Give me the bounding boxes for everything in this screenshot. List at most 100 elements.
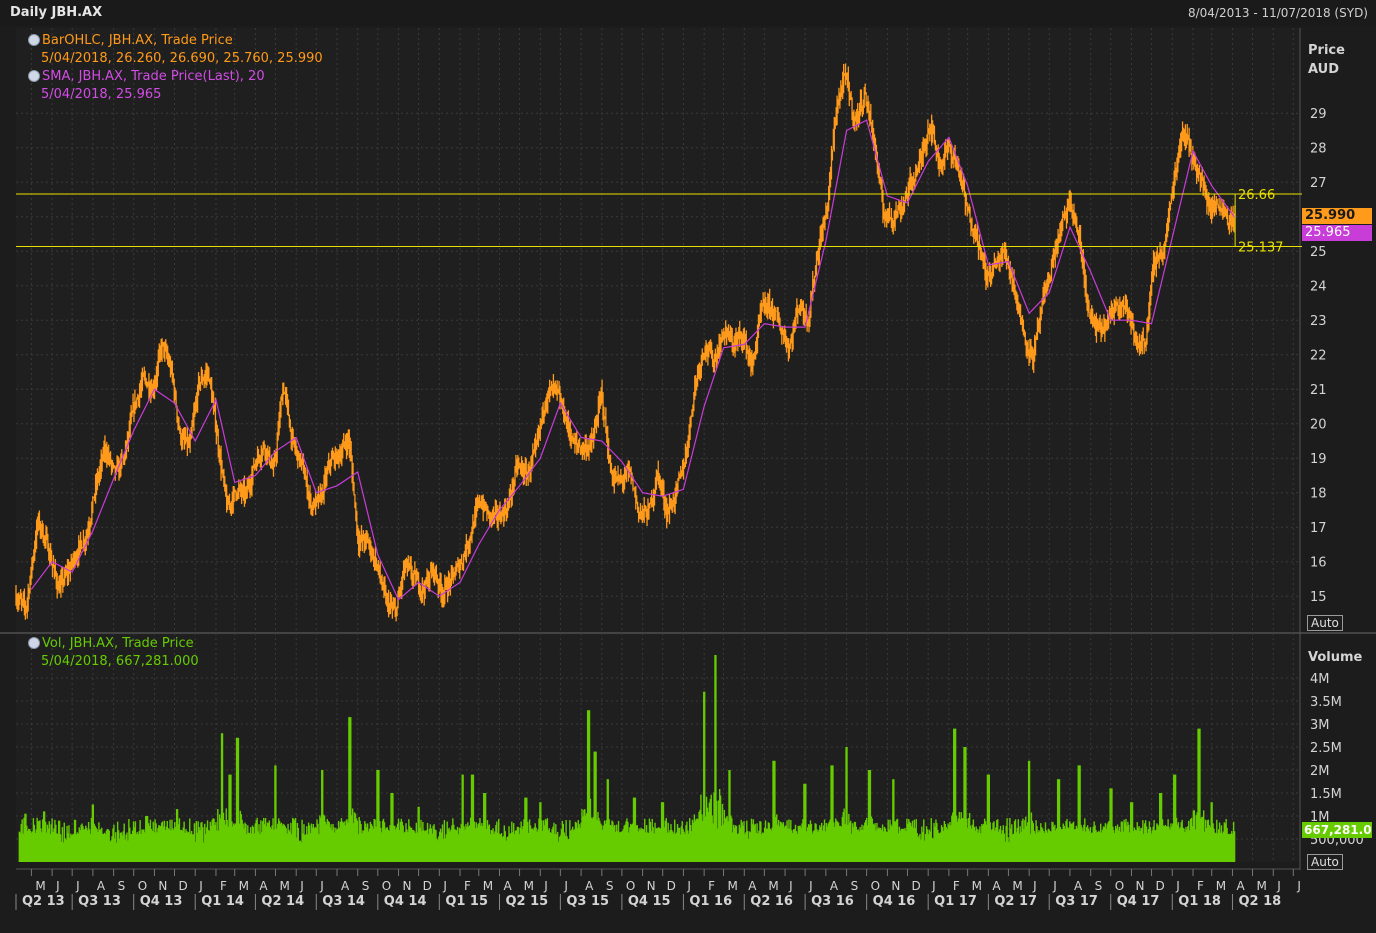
x-tick-label-month: S bbox=[118, 879, 126, 893]
x-tick-label-month: S bbox=[362, 879, 370, 893]
x-tick-label-quarter: Q2 18 bbox=[1238, 894, 1281, 909]
last-sma-tag: 25.965 bbox=[1302, 225, 1372, 242]
chart-title: Daily JBH.AX bbox=[10, 5, 103, 20]
x-tick-label-quarter: Q1 17 bbox=[934, 894, 977, 909]
date-range: 8/04/2013 - 11/07/2018 (SYD) bbox=[1187, 6, 1368, 20]
x-tick-label-month: J bbox=[299, 879, 304, 893]
x-tick-label-quarter: Q3 14 bbox=[322, 894, 365, 909]
x-tick-label-quarter: Q2 16 bbox=[750, 894, 793, 909]
x-tick-label-quarter: Q2 15 bbox=[506, 894, 549, 909]
x-tick-label-quarter: Q3 13 bbox=[78, 894, 121, 909]
x-tick-label-month: J bbox=[319, 879, 324, 893]
x-tick-label-month: M bbox=[524, 879, 534, 893]
x-tick-label-month: J bbox=[931, 879, 936, 893]
x-tick-label-quarter: Q2 14 bbox=[261, 894, 304, 909]
x-tick-label-month: A bbox=[97, 879, 106, 893]
x-tick-label-month: N bbox=[403, 879, 412, 893]
price-tick-label: 29 bbox=[1310, 107, 1327, 122]
x-tick-label-month: M bbox=[1257, 879, 1267, 893]
price-legend-bullet-icon[interactable] bbox=[28, 34, 40, 46]
sma-series-name: SMA, JBH.AX, Trade Price(Last), 20 bbox=[42, 69, 265, 84]
x-tick-label-quarter: Q4 17 bbox=[1117, 894, 1160, 909]
volume-legend-bullet-icon[interactable] bbox=[28, 637, 40, 649]
x-tick-label-month: F bbox=[708, 879, 715, 893]
volume-tick-label: 2M bbox=[1310, 764, 1330, 779]
x-tick-label-month: J bbox=[442, 879, 447, 893]
price-tick-label: 23 bbox=[1310, 314, 1327, 329]
x-tick-label-month: A bbox=[830, 879, 839, 893]
volume-series-values: 5/04/2018, 667,281.000 bbox=[41, 654, 199, 669]
volume-tick-label: 3.5M bbox=[1310, 695, 1342, 710]
x-tick-label-month: S bbox=[851, 879, 859, 893]
x-tick-label-month: J bbox=[75, 879, 80, 893]
x-tick-label-month: M bbox=[483, 879, 493, 893]
x-tick-label-quarter: Q4 14 bbox=[384, 894, 427, 909]
price-tick-label: 22 bbox=[1310, 349, 1327, 364]
price-axis-unit: AUD bbox=[1308, 62, 1340, 77]
x-tick-label-month: O bbox=[1115, 879, 1124, 893]
volume-axis-title: Volume bbox=[1308, 650, 1363, 665]
x-tick-label-month: J bbox=[1052, 879, 1057, 893]
price-tick-label: 16 bbox=[1310, 556, 1327, 571]
x-tick-label-month: N bbox=[647, 879, 656, 893]
x-tick-label-month: O bbox=[382, 879, 391, 893]
x-tick-label-quarter: Q3 16 bbox=[811, 894, 854, 909]
x-tick-label-month: J bbox=[808, 879, 813, 893]
price-tick-label: 17 bbox=[1310, 521, 1327, 536]
x-tick-label-month: A bbox=[585, 879, 594, 893]
sma-legend-bullet-icon[interactable] bbox=[28, 70, 40, 82]
x-tick-label-month: F bbox=[464, 879, 471, 893]
price-tick-label: 18 bbox=[1310, 487, 1327, 502]
price-legend: BarOHLC, JBH.AX, Trade Price 5/04/2018, … bbox=[28, 32, 323, 104]
x-tick-label-month: D bbox=[667, 879, 676, 893]
x-tick-label-month: J bbox=[1276, 879, 1281, 893]
price-tick-label: 15 bbox=[1310, 590, 1327, 605]
price-tick-label: 25 bbox=[1310, 245, 1327, 260]
price-tick-label: 27 bbox=[1310, 176, 1327, 191]
x-tick-label-month: A bbox=[992, 879, 1001, 893]
x-tick-label-month: A bbox=[748, 879, 757, 893]
price-series-name: BarOHLC, JBH.AX, Trade Price bbox=[42, 33, 233, 48]
x-tick-label-month: J bbox=[1296, 879, 1301, 893]
price-panel bbox=[16, 28, 1300, 632]
volume-tick-label: 1.5M bbox=[1310, 787, 1342, 802]
price-axis-title: Price bbox=[1308, 43, 1345, 58]
price-tick-label: 28 bbox=[1310, 142, 1327, 157]
price-tick-label: 24 bbox=[1310, 280, 1327, 295]
price-tick-label: 21 bbox=[1310, 383, 1327, 398]
last-price-tag: 25.990 bbox=[1302, 208, 1372, 225]
x-tick-label-month: F bbox=[953, 879, 960, 893]
x-tick-label-quarter: Q1 18 bbox=[1178, 894, 1221, 909]
sma-series-values: 5/04/2018, 25.965 bbox=[41, 87, 162, 102]
x-tick-label-quarter: Q1 15 bbox=[445, 894, 488, 909]
x-tick-label-month: A bbox=[504, 879, 513, 893]
x-tick-label-month: O bbox=[138, 879, 147, 893]
price-series-values: 5/04/2018, 26.260, 26.690, 25.760, 25.99… bbox=[41, 51, 323, 66]
x-tick-label-month: A bbox=[1236, 879, 1245, 893]
volume-tick-label: 3M bbox=[1310, 718, 1330, 733]
x-tick-label-month: N bbox=[1135, 879, 1144, 893]
x-tick-label-quarter: Q3 17 bbox=[1055, 894, 1098, 909]
x-tick-label-month: J bbox=[686, 879, 691, 893]
x-tick-label-month: M bbox=[768, 879, 778, 893]
x-tick-label-quarter: Q4 16 bbox=[873, 894, 916, 909]
last-volume-tag: 667,281.0 bbox=[1302, 822, 1372, 839]
x-tick-label-month: J bbox=[543, 879, 548, 893]
x-tick-label-month: A bbox=[341, 879, 350, 893]
x-tick-label-month: N bbox=[158, 879, 167, 893]
x-tick-label-month: M bbox=[1012, 879, 1022, 893]
price-auto-scale-button[interactable]: Auto bbox=[1307, 615, 1343, 631]
horizontal-level-label: 25.137 bbox=[1238, 241, 1284, 256]
x-tick-label-month: A bbox=[1074, 879, 1083, 893]
x-tick-label-month: S bbox=[1095, 879, 1103, 893]
x-tick-label-month: A bbox=[259, 879, 268, 893]
volume-auto-scale-button[interactable]: Auto bbox=[1307, 854, 1343, 870]
x-tick-label-month: D bbox=[1156, 879, 1165, 893]
price-tick-label: 19 bbox=[1310, 452, 1327, 467]
x-tick-label-month: D bbox=[178, 879, 187, 893]
x-tick-label-month: D bbox=[911, 879, 920, 893]
x-tick-label-quarter: Q1 14 bbox=[201, 894, 244, 909]
x-tick-label-month: J bbox=[563, 879, 568, 893]
volume-series-name: Vol, JBH.AX, Trade Price bbox=[42, 636, 194, 651]
volume-tick-label: 2.5M bbox=[1310, 741, 1342, 756]
